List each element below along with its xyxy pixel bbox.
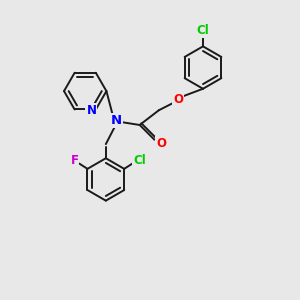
Text: O: O: [156, 137, 166, 150]
Text: O: O: [173, 93, 183, 106]
Text: Cl: Cl: [196, 24, 209, 37]
Text: N: N: [86, 104, 96, 117]
Text: N: N: [111, 114, 122, 127]
Text: Cl: Cl: [133, 154, 146, 167]
Text: F: F: [70, 154, 79, 166]
